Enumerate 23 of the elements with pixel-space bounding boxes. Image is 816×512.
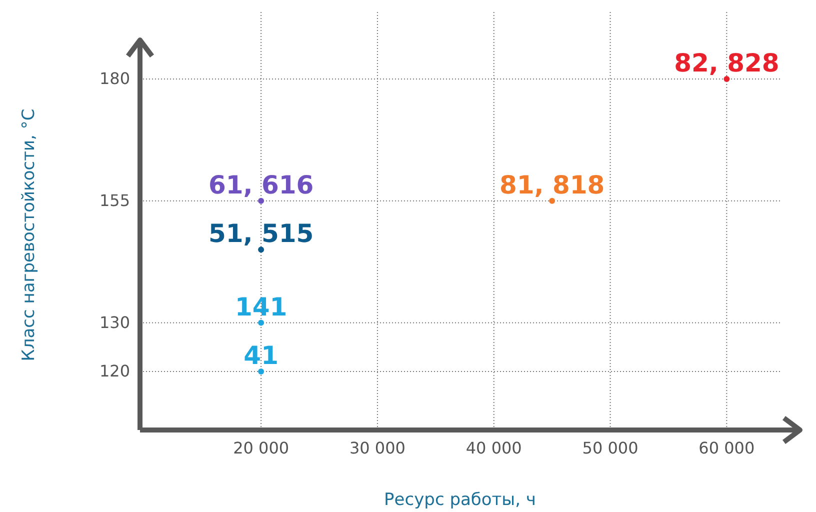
- point: [724, 76, 730, 82]
- x-tick-label: 40 000: [466, 438, 522, 458]
- point: [549, 198, 556, 204]
- series-label: 51, 515: [208, 219, 314, 248]
- point: [258, 368, 264, 374]
- x-tick-label: 50 000: [582, 438, 638, 458]
- point: [258, 320, 264, 326]
- x-tick-label: 60 000: [698, 438, 755, 458]
- y-tick-label: 120: [99, 362, 130, 381]
- series-label: 82, 828: [674, 48, 780, 78]
- y-tick-label: 130: [99, 312, 130, 332]
- series-label: 61, 616: [208, 170, 314, 200]
- point: [258, 198, 264, 204]
- series-label: 141: [234, 292, 288, 322]
- y-axis-title: Класс нагревостойкости, °C: [19, 108, 39, 362]
- series-label: 81, 818: [499, 170, 605, 200]
- x-tick-label: 20 000: [233, 438, 290, 458]
- y-tick-label: 155: [99, 190, 130, 210]
- y-tick-label: 180: [99, 69, 130, 88]
- x-axis-title: Ресурс работы, ч: [384, 490, 536, 510]
- x-tick-label: 30 000: [349, 438, 406, 458]
- point: [258, 246, 264, 253]
- series-label: 41: [244, 341, 278, 370]
